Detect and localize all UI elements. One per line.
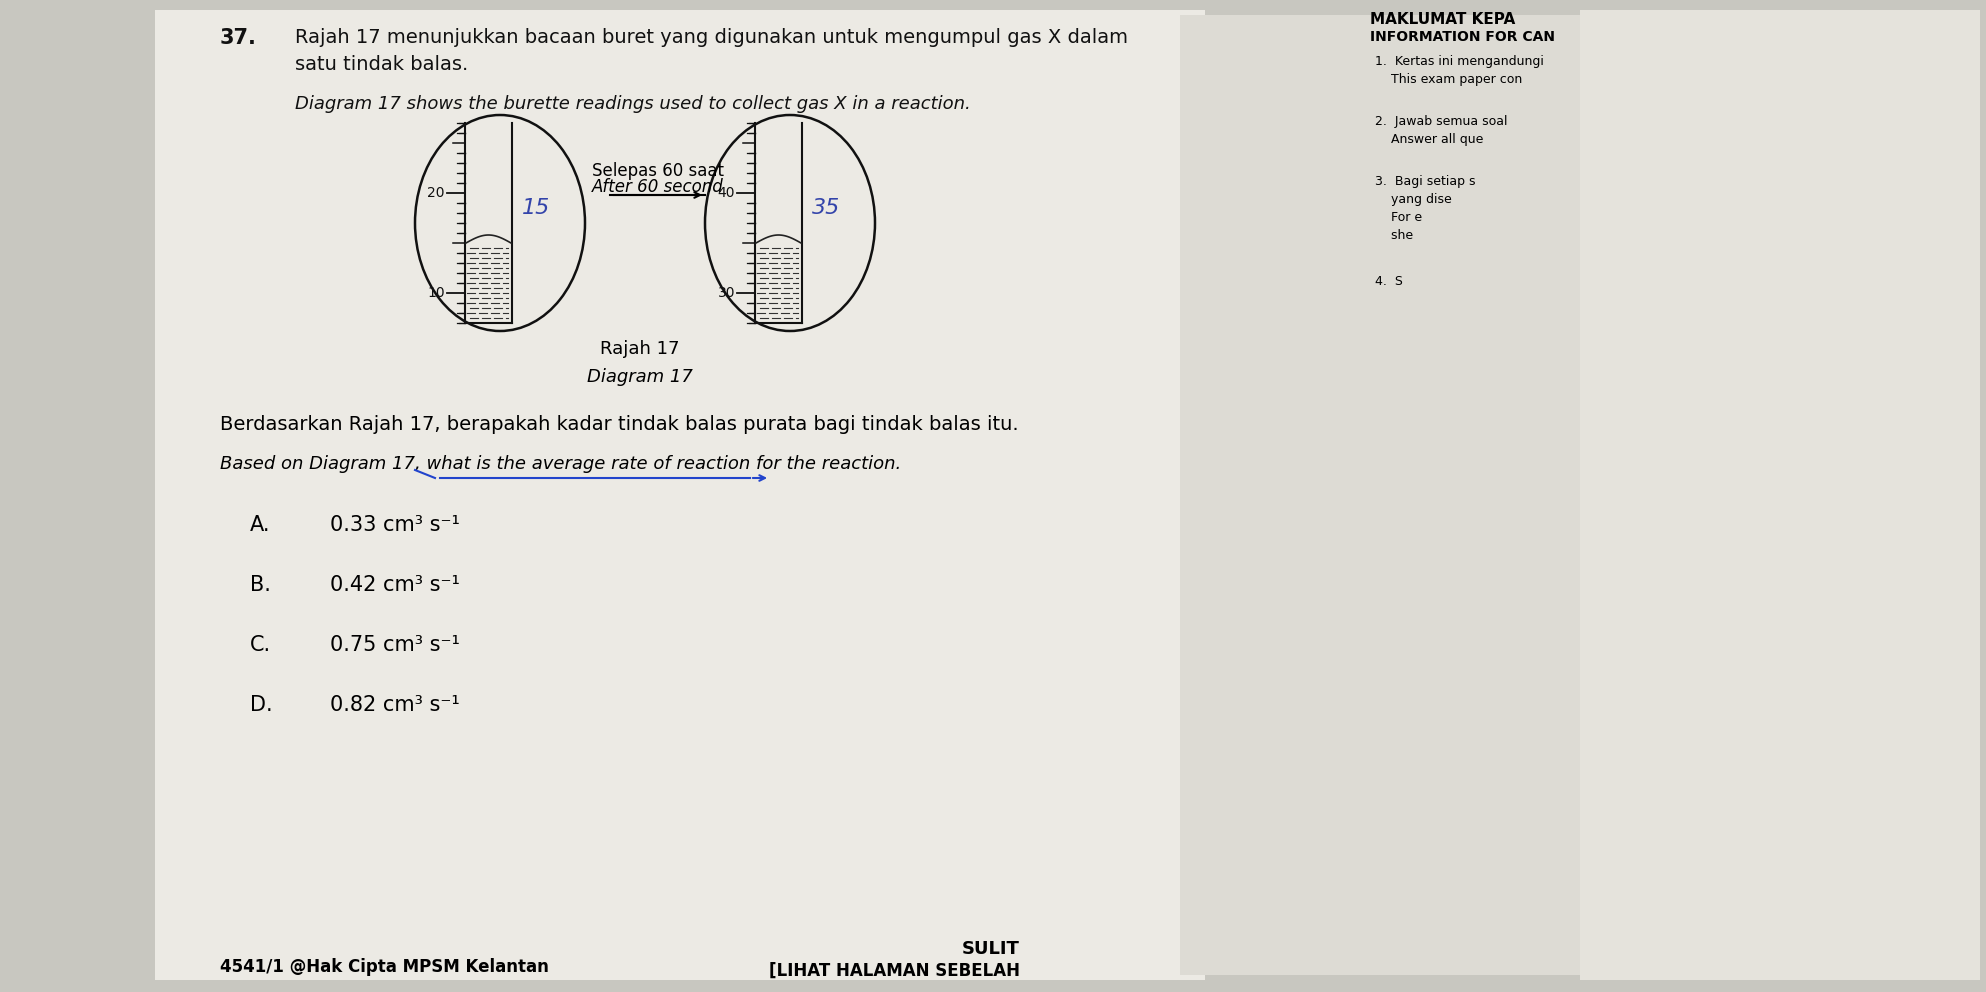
Text: 0.82 cm³ s⁻¹: 0.82 cm³ s⁻¹ xyxy=(330,695,459,715)
Text: B.: B. xyxy=(250,575,270,595)
FancyBboxPatch shape xyxy=(1581,10,1980,980)
Text: Based on Diagram 17, what is the average rate of reaction for the reaction.: Based on Diagram 17, what is the average… xyxy=(220,455,902,473)
Text: 35: 35 xyxy=(812,198,840,218)
Text: she: she xyxy=(1374,229,1414,242)
Text: 10: 10 xyxy=(427,286,445,300)
Text: 37.: 37. xyxy=(220,28,256,48)
Text: satu tindak balas.: satu tindak balas. xyxy=(296,55,469,74)
Text: [LIHAT HALAMAN SEBELAH: [LIHAT HALAMAN SEBELAH xyxy=(769,962,1021,980)
Text: 0.42 cm³ s⁻¹: 0.42 cm³ s⁻¹ xyxy=(330,575,461,595)
Text: 1.  Kertas ini mengandungi: 1. Kertas ini mengandungi xyxy=(1374,55,1543,68)
Text: 3.  Bagi setiap s: 3. Bagi setiap s xyxy=(1374,175,1476,188)
Text: Rajah 17: Rajah 17 xyxy=(600,340,679,358)
Text: C.: C. xyxy=(250,635,272,655)
Text: Diagram 17 shows the burette readings used to collect gas X in a reaction.: Diagram 17 shows the burette readings us… xyxy=(296,95,971,113)
Text: 2.  Jawab semua soal: 2. Jawab semua soal xyxy=(1374,115,1507,128)
Text: D.: D. xyxy=(250,695,272,715)
Text: Selepas 60 saat: Selepas 60 saat xyxy=(592,162,723,180)
Text: 0.33 cm³ s⁻¹: 0.33 cm³ s⁻¹ xyxy=(330,515,461,535)
Text: yang dise: yang dise xyxy=(1374,193,1452,206)
Text: 30: 30 xyxy=(717,286,735,300)
Text: 20: 20 xyxy=(427,186,445,200)
Text: 4541/1 @Hak Cipta MPSM Kelantan: 4541/1 @Hak Cipta MPSM Kelantan xyxy=(220,958,548,976)
Text: 40: 40 xyxy=(717,186,735,200)
Text: Berdasarkan Rajah 17, berapakah kadar tindak balas purata bagi tindak balas itu.: Berdasarkan Rajah 17, berapakah kadar ti… xyxy=(220,415,1019,434)
Text: 4.  S: 4. S xyxy=(1374,275,1402,288)
Ellipse shape xyxy=(705,115,876,331)
Text: Answer all que: Answer all que xyxy=(1374,133,1484,146)
Text: A.: A. xyxy=(250,515,270,535)
Ellipse shape xyxy=(415,115,586,331)
Text: INFORMATION FOR CAN: INFORMATION FOR CAN xyxy=(1370,30,1555,44)
Text: Diagram 17: Diagram 17 xyxy=(588,368,693,386)
Text: MAKLUMAT KEPA: MAKLUMAT KEPA xyxy=(1370,12,1515,27)
Text: Rajah 17 menunjukkan bacaan buret yang digunakan untuk mengumpul gas X dalam: Rajah 17 menunjukkan bacaan buret yang d… xyxy=(296,28,1128,47)
Text: For e: For e xyxy=(1374,211,1422,224)
Bar xyxy=(155,10,1206,980)
Text: 15: 15 xyxy=(522,198,550,218)
Bar xyxy=(1180,15,1611,975)
Text: This exam paper con: This exam paper con xyxy=(1374,73,1521,86)
Text: After 60 second: After 60 second xyxy=(592,178,723,196)
Text: SULIT: SULIT xyxy=(961,940,1021,958)
Text: 0.75 cm³ s⁻¹: 0.75 cm³ s⁻¹ xyxy=(330,635,461,655)
